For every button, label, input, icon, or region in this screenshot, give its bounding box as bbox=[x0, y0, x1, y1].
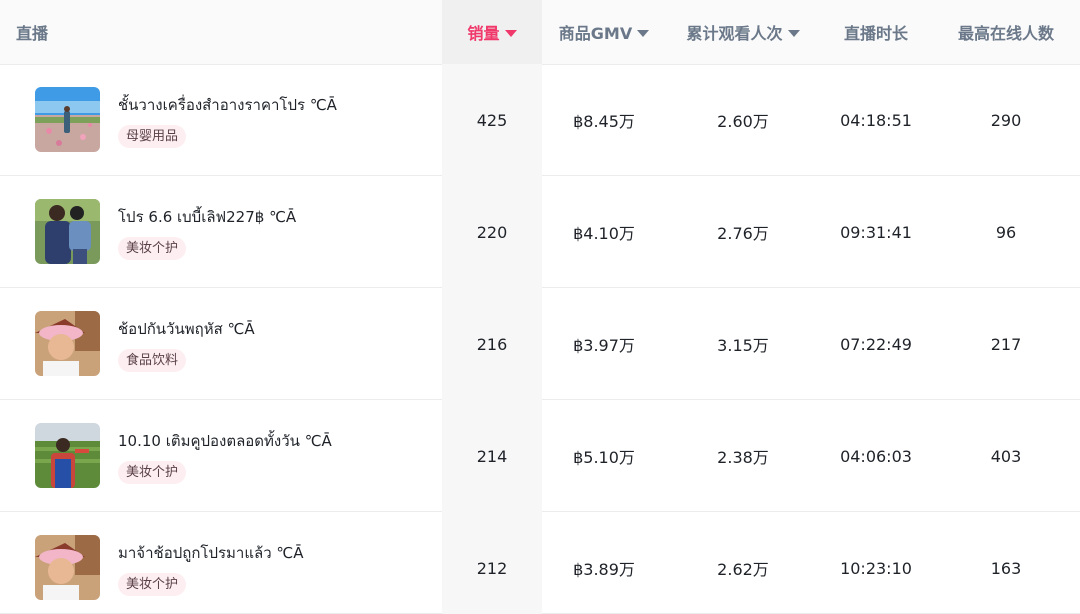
header-duration: 直播时长 bbox=[820, 0, 932, 64]
live-title[interactable]: ชั้นวางเครื่องสำอางราคาโปร ℃Ā bbox=[118, 96, 337, 114]
live-title[interactable]: 10.10 เติมคูปองตลอดทั้งวัน ℃Ā bbox=[118, 432, 332, 450]
thumbnail-image bbox=[35, 535, 100, 600]
header-duration-label: 直播时长 bbox=[843, 24, 908, 43]
views-value: 2.60万 bbox=[717, 112, 769, 131]
category-tag: 食品饮料 bbox=[118, 349, 187, 372]
gmv-value: ฿3.97万 bbox=[573, 336, 635, 355]
gmv-value: ฿8.45万 bbox=[573, 112, 635, 131]
views-value: 2.76万 bbox=[717, 224, 769, 243]
views-value: 3.15万 bbox=[717, 336, 769, 355]
header-live-label: 直播 bbox=[16, 24, 49, 43]
table-header: 直播 销量 商品GMV 累计观看人次 直播时长 最高在线人数 bbox=[0, 0, 1080, 65]
peak-online-value: 96 bbox=[995, 222, 1017, 242]
live-thumbnail[interactable] bbox=[35, 535, 100, 600]
views-value: 2.38万 bbox=[717, 448, 769, 467]
live-title[interactable]: ช้อปกันวันพฤหัส ℃Ā bbox=[118, 320, 255, 338]
header-peak-online: 最高在线人数 bbox=[932, 0, 1080, 64]
header-sales-label: 销量 bbox=[467, 24, 500, 43]
table-row[interactable]: 10.10 เติมคูปองตลอดทั้งวัน ℃Ā 美妆个护 214 ฿… bbox=[0, 400, 1080, 512]
thumbnail-image bbox=[35, 199, 100, 264]
duration-value: 09:31:41 bbox=[840, 222, 912, 242]
live-thumbnail[interactable] bbox=[35, 199, 100, 264]
sort-desc-icon bbox=[637, 29, 650, 37]
sales-value: 214 bbox=[476, 446, 508, 466]
peak-online-value: 163 bbox=[990, 558, 1022, 578]
category-tag: 美妆个护 bbox=[118, 461, 187, 484]
sorted-column-bg bbox=[442, 64, 542, 176]
sorted-column-bg bbox=[442, 512, 542, 614]
duration-value: 07:22:49 bbox=[840, 334, 912, 354]
thumbnail-image bbox=[35, 87, 100, 152]
table-row[interactable]: ชั้นวางเครื่องสำอางราคาโปร ℃Ā 母婴用品 425 ฿… bbox=[0, 64, 1080, 176]
category-tag: 美妆个护 bbox=[118, 237, 187, 260]
header-gmv-label: 商品GMV bbox=[558, 24, 633, 43]
views-value: 2.62万 bbox=[717, 560, 769, 579]
gmv-value: ฿3.89万 bbox=[573, 560, 635, 579]
sorted-column-bg bbox=[442, 176, 542, 288]
gmv-value: ฿5.10万 bbox=[573, 448, 635, 467]
table-row[interactable]: โปร 6.6 เบบี้เลิฟ227฿ ℃Ā 美妆个护 220 ฿4.10万… bbox=[0, 176, 1080, 288]
live-thumbnail[interactable] bbox=[35, 87, 100, 152]
table-row[interactable]: ช้อปกันวันพฤหัส ℃Ā 食品饮料 216 ฿3.97万 3.15万… bbox=[0, 288, 1080, 400]
header-views[interactable]: 累计观看人次 bbox=[666, 0, 820, 64]
live-title[interactable]: มาจ้าช้อปถูกโปรมาแล้ว ℃Ā bbox=[118, 544, 304, 562]
peak-online-value: 403 bbox=[990, 446, 1022, 466]
duration-value: 04:06:03 bbox=[840, 446, 912, 466]
header-peak-online-label: 最高在线人数 bbox=[957, 24, 1054, 43]
header-sales[interactable]: 销量 bbox=[442, 0, 542, 64]
live-title[interactable]: โปร 6.6 เบบี้เลิฟ227฿ ℃Ā bbox=[118, 208, 297, 226]
sales-value: 216 bbox=[476, 334, 508, 354]
sales-value: 220 bbox=[476, 222, 508, 242]
thumbnail-image bbox=[35, 423, 100, 488]
sort-desc-icon bbox=[787, 29, 800, 37]
sort-desc-icon bbox=[504, 29, 517, 37]
live-thumbnail[interactable] bbox=[35, 311, 100, 376]
peak-online-value: 290 bbox=[990, 110, 1022, 130]
header-live: 直播 bbox=[0, 0, 200, 64]
sales-value: 425 bbox=[476, 110, 508, 130]
duration-value: 10:23:10 bbox=[840, 558, 912, 578]
sorted-column-bg bbox=[442, 400, 542, 512]
live-thumbnail[interactable] bbox=[35, 423, 100, 488]
header-gmv[interactable]: 商品GMV bbox=[542, 0, 666, 64]
thumbnail-image bbox=[35, 311, 100, 376]
category-tag: 美妆个护 bbox=[118, 573, 187, 596]
sorted-column-bg bbox=[442, 288, 542, 400]
gmv-value: ฿4.10万 bbox=[573, 224, 635, 243]
sales-value: 212 bbox=[476, 558, 508, 578]
duration-value: 04:18:51 bbox=[840, 110, 912, 130]
table-row[interactable]: มาจ้าช้อปถูกโปรมาแล้ว ℃Ā 美妆个护 212 ฿3.89万… bbox=[0, 512, 1080, 614]
peak-online-value: 217 bbox=[990, 334, 1022, 354]
header-views-label: 累计观看人次 bbox=[686, 24, 783, 43]
category-tag: 母婴用品 bbox=[118, 125, 187, 148]
